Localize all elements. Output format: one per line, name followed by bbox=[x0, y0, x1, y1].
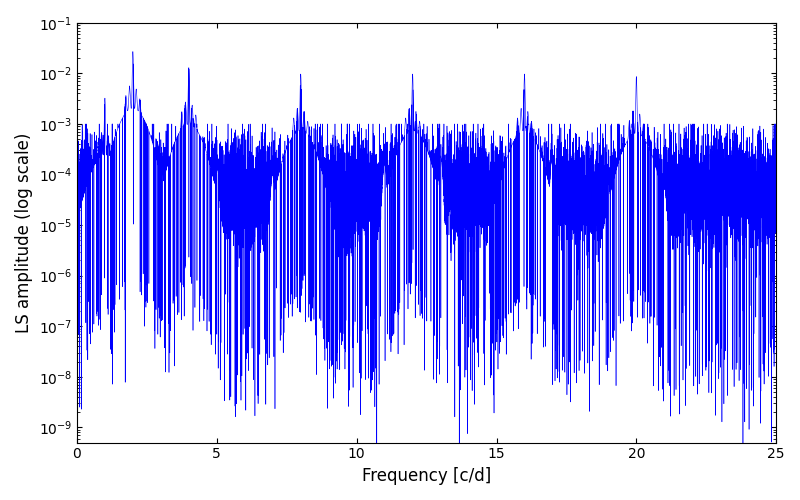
X-axis label: Frequency [c/d]: Frequency [c/d] bbox=[362, 467, 491, 485]
Y-axis label: LS amplitude (log scale): LS amplitude (log scale) bbox=[15, 132, 33, 333]
